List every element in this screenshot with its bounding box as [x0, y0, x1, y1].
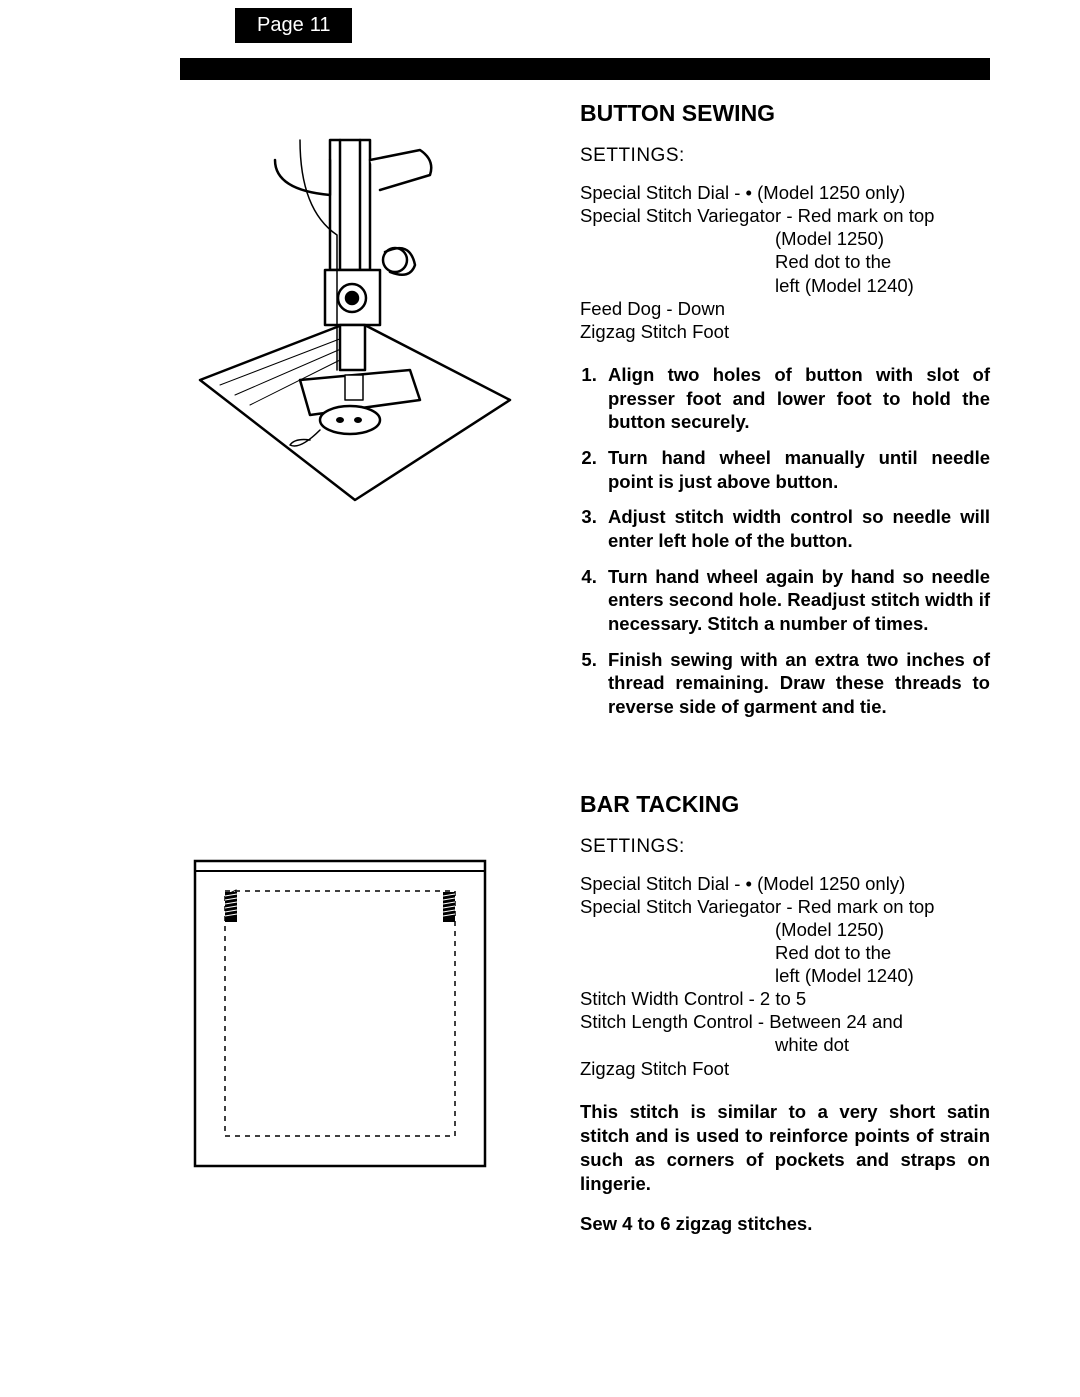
step-1: Align two holes of button with slot of p… [602, 363, 990, 434]
settings-block-2: Special Stitch Dial - • (Model 1250 only… [580, 872, 990, 1080]
s1-line-6: Zigzag Stitch Foot [580, 321, 729, 342]
presser-foot-illustration [180, 120, 530, 520]
s2-line-6: Stitch Length Control - Between 24 and [580, 1011, 903, 1032]
s2-line-5: Stitch Width Control - 2 to 5 [580, 988, 806, 1009]
heading-bar-tacking: BAR TACKING [580, 791, 990, 818]
page-tab: Page 11 [235, 8, 352, 43]
s2-line-0: Special Stitch Dial - • (Model 1250 only… [580, 873, 905, 894]
bar-tack-right-icon [443, 892, 455, 922]
bar-tacking-instruction: Sew 4 to 6 zigzag stitches. [580, 1212, 990, 1236]
settings-block-1: Special Stitch Dial - • (Model 1250 only… [580, 181, 990, 343]
s1-line-4: left (Model 1240) [775, 274, 990, 297]
step-4: Turn hand wheel again by hand so needle … [602, 565, 990, 636]
heading-button-sewing: BUTTON SEWING [580, 100, 990, 127]
s1-line-0: Special Stitch Dial - • (Model 1250 only… [580, 182, 905, 203]
section-button-sewing: BUTTON SEWING SETTINGS: Special Stitch D… [180, 100, 990, 731]
pocket-diagram [180, 846, 500, 1186]
step-5: Finish sewing with an extra two inches o… [602, 648, 990, 719]
s2-line-7: white dot [775, 1033, 990, 1056]
s2-line-8: Zigzag Stitch Foot [580, 1058, 729, 1079]
s1-line-2: (Model 1250) [775, 227, 990, 250]
s2-line-1: Special Stitch Variegator - Red mark on … [580, 896, 934, 917]
settings-label-1: SETTINGS: [580, 145, 990, 167]
steps-list-1: Align two holes of button with slot of p… [580, 363, 990, 719]
s1-line-1: Special Stitch Variegator - Red mark on … [580, 205, 934, 226]
s2-line-2: (Model 1250) [775, 918, 990, 941]
s2-line-4: left (Model 1240) [775, 964, 990, 987]
step-2: Turn hand wheel manually until needle po… [602, 446, 990, 493]
s1-line-3: Red dot to the [775, 250, 990, 273]
settings-label-2: SETTINGS: [580, 836, 990, 858]
header-rule [180, 58, 990, 80]
page-tab-word2: 11 [310, 14, 331, 37]
s1-line-5: Feed Dog - Down [580, 298, 725, 319]
bar-tack-left-icon [225, 890, 237, 922]
section-bar-tacking: BAR TACKING SETTINGS: Special Stitch Dia… [180, 791, 990, 1252]
bar-tacking-description: This stitch is similar to a very short s… [580, 1100, 990, 1196]
s2-line-3: Red dot to the [775, 941, 990, 964]
page-tab-word1: Page [257, 14, 304, 37]
step-3: Adjust stitch width control so needle wi… [602, 505, 990, 552]
